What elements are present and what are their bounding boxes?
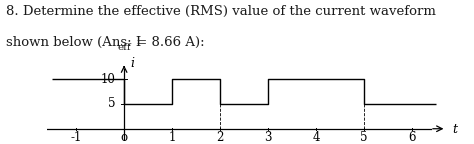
Text: 6: 6 (408, 131, 416, 144)
Text: -1: -1 (71, 131, 82, 144)
Text: 8. Determine the effective (RMS) value of the current waveform: 8. Determine the effective (RMS) value o… (6, 5, 436, 18)
Text: t: t (453, 123, 457, 136)
Text: 3: 3 (264, 131, 272, 144)
Text: 5: 5 (108, 97, 116, 110)
Text: shown below (Ans: I: shown below (Ans: I (6, 36, 141, 49)
Text: o: o (120, 131, 128, 144)
Text: 10: 10 (100, 73, 116, 86)
Text: eff: eff (118, 43, 131, 52)
Text: 2: 2 (216, 131, 224, 144)
Text: = 8.66 A):: = 8.66 A): (132, 36, 204, 49)
Text: i: i (130, 57, 134, 70)
Text: 1: 1 (168, 131, 176, 144)
Text: 4: 4 (312, 131, 319, 144)
Text: 5: 5 (360, 131, 368, 144)
